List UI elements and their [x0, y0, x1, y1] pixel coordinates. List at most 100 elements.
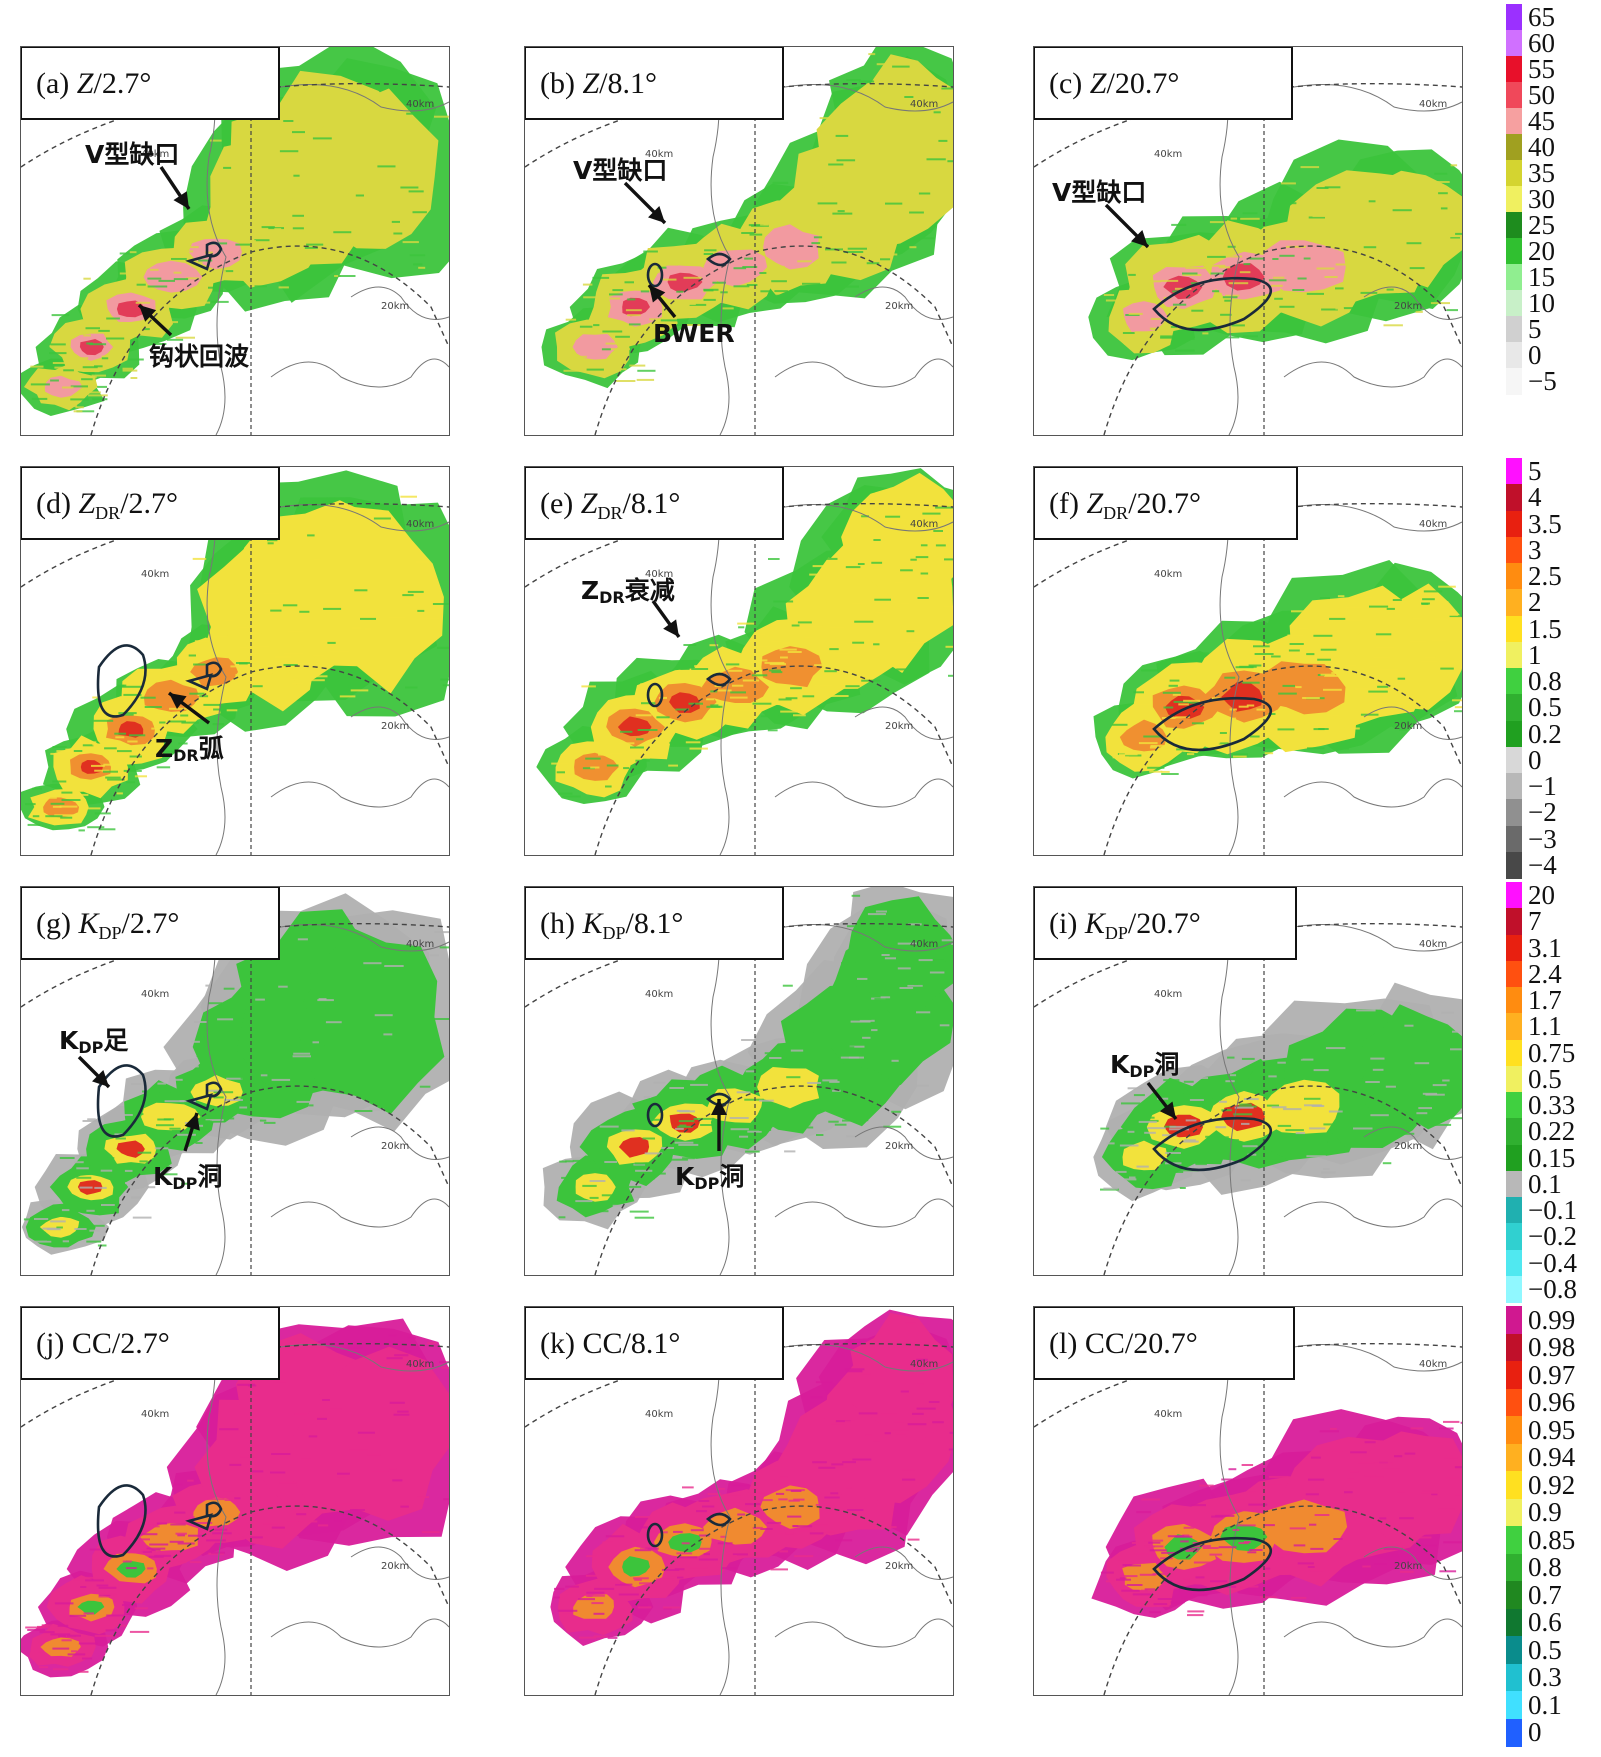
colorbar-tick-label: 45 [1528, 106, 1555, 136]
panel-a: 40km 40km 20km (a) Z/2.7° V型缺口 钩状回波 [20, 46, 450, 436]
colorbar-swatch [1506, 186, 1522, 213]
panel-letter: (g) [36, 907, 79, 940]
panel-label: (i) KDP/20.7° [1034, 887, 1297, 960]
colorbar-tick-label: 3.1 [1528, 932, 1562, 963]
colorbar-tick-label: 1.1 [1528, 1011, 1562, 1042]
panel-label: (e) ZDR/8.1° [525, 467, 784, 540]
storm-outline [185, 241, 223, 271]
annotation-arrow [1104, 203, 1150, 249]
echo-field [1088, 139, 1462, 361]
elevation-angle: /2.7° [111, 1327, 170, 1360]
colorbar-tick-label: 0.97 [1528, 1359, 1576, 1390]
annotation-text: 洞 [1154, 1050, 1180, 1079]
panel-letter: (b) [540, 67, 583, 100]
colorbar-swatch [1506, 536, 1522, 564]
colorbar-cc: 0.99 0.98 0.97 0.96 0.95 0.94 0.92 0.9 0.85 0.8 0.… [1506, 1306, 1596, 1748]
map-boundaries [21, 887, 449, 1275]
colorbar-tick-label: 0.1 [1528, 1689, 1562, 1720]
elevation-angle: /20.7° [1106, 67, 1180, 100]
variable-name: Z [580, 487, 598, 520]
colorbar-swatch [1506, 1636, 1522, 1664]
annotation-text: BWER [653, 319, 735, 348]
colorbar-tick-label: 0.85 [1528, 1524, 1576, 1555]
range-label-40: 40km [1419, 1359, 1447, 1370]
variable-name: CC [582, 1327, 623, 1360]
range-label-40: 40km [141, 149, 169, 160]
colorbar-tick-label: 35 [1528, 158, 1555, 188]
colorbar-tick-label: 2.5 [1528, 561, 1562, 592]
annotation-arrow [137, 303, 173, 337]
range-label-20: 20km [1394, 721, 1422, 732]
annotation-kdp-hole: KDP洞 [153, 1157, 222, 1193]
colorbar-swatch [1506, 160, 1522, 187]
elevation-angle: /2.7° [121, 907, 180, 940]
radar-image: 40km 40km 20km [525, 887, 953, 1275]
panel-letter: (c) [1049, 67, 1090, 100]
panel-l: 40km 40km 20km (l) CC/20.7° [1033, 1306, 1463, 1696]
colorbar-swatch [1506, 1013, 1522, 1040]
colorbar-tick-label: 0 [1528, 1717, 1542, 1748]
colorbar-swatch [1506, 1333, 1522, 1362]
elevation-angle: /8.1° [622, 1327, 681, 1360]
annotation-text: 衰减 [624, 576, 675, 605]
storm-outline [96, 1064, 223, 1138]
annotation-v-notch: V型缺口 [85, 135, 179, 171]
colorbar-tick-label: 65 [1528, 2, 1555, 32]
annotation-zdr-arc: ZDR弧 [155, 729, 224, 765]
panel-c: 40km 40km 20km (c) Z/20.7° V型缺口 [1033, 46, 1463, 436]
panel-j: 40km 40km 20km (j) CC/2.7° [20, 1306, 450, 1696]
colorbar-swatch [1506, 458, 1522, 485]
radar-image: 40km 40km 20km [525, 47, 953, 435]
colorbar-tick-label: −1 [1528, 771, 1557, 802]
colorbar-tick-label: 0.5 [1528, 1063, 1562, 1094]
echo-field [542, 887, 953, 1230]
annotation-text: K [675, 1162, 695, 1191]
colorbar-tick-label: 0.5 [1528, 1634, 1562, 1665]
range-label-40: 40km [910, 99, 938, 110]
range-label-20: 20km [1394, 1561, 1422, 1572]
map-boundaries [1034, 887, 1462, 1275]
annotation-text: K [1110, 1050, 1130, 1079]
panel-label: (d) ZDR/2.7° [21, 467, 280, 540]
colorbar-swatch [1506, 134, 1522, 161]
colorbar-swatch [1506, 589, 1522, 616]
annotation-text: 洞 [719, 1162, 745, 1191]
colorbar-swatch [1506, 1039, 1522, 1067]
panel-letter: (l) [1049, 1327, 1085, 1360]
elevation-angle: /20.7° [1124, 1327, 1198, 1360]
colorbar-swatch [1506, 668, 1522, 695]
panel-d: 40km 40km 20km (d) ZDR/2.7° ZDR弧 [20, 466, 450, 856]
panel-label: (f) ZDR/20.7° [1034, 467, 1298, 540]
colorbar-swatch [1506, 108, 1522, 135]
colorbar-tick-label: 40 [1528, 132, 1555, 162]
storm-outline [1152, 696, 1273, 752]
annotation-text: 足 [103, 1026, 129, 1055]
storm-outline [646, 672, 732, 708]
colorbar-swatch [1506, 1718, 1522, 1747]
annotation-arrow [183, 1112, 200, 1152]
colorbar-swatch [1506, 1170, 1522, 1198]
radar-image: 40km 40km 20km [1034, 1307, 1462, 1695]
colorbar-tick-label: 0.92 [1528, 1469, 1576, 1500]
colorbar-tick-label: 0.96 [1528, 1387, 1576, 1418]
map-boundaries [21, 1307, 449, 1695]
panel-label: (j) CC/2.7° [21, 1307, 280, 1380]
annotation-arrow [647, 283, 677, 319]
panel-letter: (f) [1049, 487, 1087, 520]
panel-letter: (h) [540, 907, 583, 940]
range-label-40: 40km [910, 1359, 938, 1370]
range-label-40: 40km [406, 99, 434, 110]
range-label-40: 40km [1154, 989, 1182, 1000]
echo-field [1093, 560, 1462, 779]
annotation-arrow [623, 181, 667, 225]
colorbar-swatch [1506, 851, 1522, 879]
variable-name: Z [1086, 487, 1104, 520]
variable-name: CC [1084, 1327, 1125, 1360]
panel-letter: (a) [36, 67, 77, 100]
range-label-40: 40km [141, 569, 169, 580]
colorbar-swatch [1506, 960, 1522, 988]
annotation-text: Z [581, 576, 600, 605]
colorbar-swatch [1506, 212, 1522, 239]
colorbar-swatch [1506, 1388, 1522, 1417]
variable-name: Z [78, 487, 96, 520]
